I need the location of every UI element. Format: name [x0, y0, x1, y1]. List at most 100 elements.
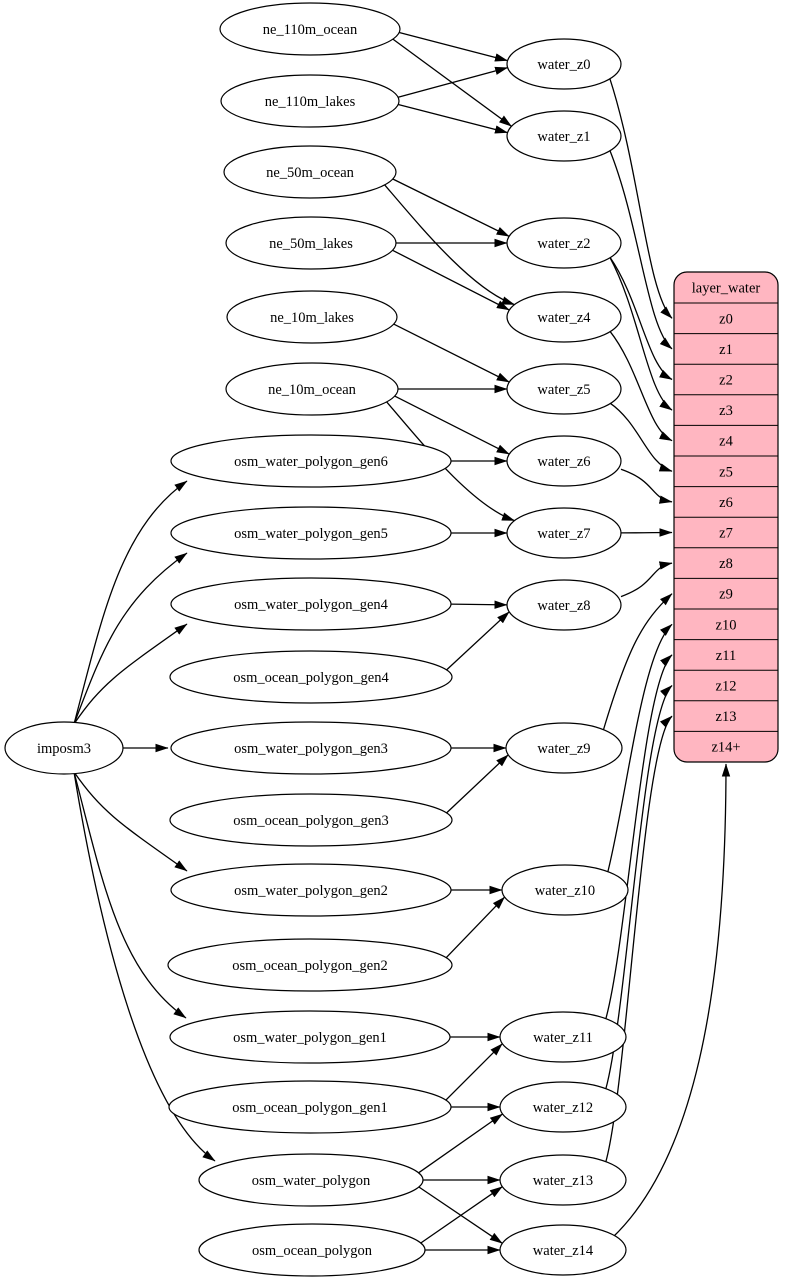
- edges: [73, 31, 731, 1255]
- node-shape-water-z11: [499, 1011, 627, 1063]
- edge-imposm3-to-osm-water-polygon-gen4: [73, 623, 188, 725]
- edge-water-z10-to-z10: [607, 623, 673, 873]
- edge-ne-110m-lakes-to-water-z0: [397, 66, 509, 98]
- record-header: layer_water: [692, 281, 761, 297]
- node-label-osm-ocean-polygon-gen2: osm_ocean_polygon_gen2: [232, 958, 387, 974]
- node-shape-water-z10: [501, 864, 629, 916]
- node-shape-osm-water-polygon-gen2: [170, 863, 452, 917]
- node-osm-ocean-polygon-gen3: osm_ocean_polygon_gen3: [169, 793, 453, 847]
- node-osm-water-polygon: osm_water_polygon: [198, 1153, 424, 1207]
- node-water-z0: water_z0: [506, 38, 622, 90]
- record-row-z12: z12: [716, 679, 737, 695]
- node-label-osm-ocean-polygon-gen1: osm_ocean_polygon_gen1: [232, 1100, 387, 1116]
- node-label-water-z2: water_z2: [537, 236, 590, 252]
- edge-ne-10m-ocean-to-water-z7: [386, 401, 515, 522]
- node-water-z10: water_z10: [501, 864, 629, 916]
- edge-imposm3-to-osm-water-polygon-gen6: [73, 480, 188, 725]
- node-label-osm-water-polygon-gen2: osm_water_polygon_gen2: [234, 883, 388, 899]
- node-label-water-z9: water_z9: [537, 741, 590, 757]
- node-shape-water-z2: [506, 217, 622, 269]
- edge-ne-110m-ocean-to-water-z0: [399, 31, 508, 62]
- node-shape-osm-water-polygon-gen5: [170, 506, 452, 560]
- node-ne-10m-lakes: ne_10m_lakes: [226, 290, 398, 344]
- node-water-z5: water_z5: [506, 363, 622, 415]
- edge-water-z4-to-z4: [609, 330, 673, 442]
- node-ne-50m-ocean: ne_50m_ocean: [223, 145, 397, 199]
- node-shape-water-z6: [506, 435, 622, 487]
- node-water-z13: water_z13: [499, 1154, 627, 1206]
- node-shape-osm-ocean-polygon-gen3: [169, 793, 453, 847]
- edge-water-z2-to-z3: [609, 256, 673, 411]
- node-label-water-z11: water_z11: [533, 1030, 593, 1046]
- node-water-z2: water_z2: [506, 217, 622, 269]
- edge-ne-110m-lakes-to-water-z1: [398, 103, 508, 134]
- node-shape-osm-water-polygon-gen6: [170, 434, 452, 488]
- node-shape-water-z0: [506, 38, 622, 90]
- node-label-water-z10: water_z10: [535, 883, 595, 899]
- node-water-z1: water_z1: [506, 110, 622, 162]
- node-shape-imposm3: [4, 721, 124, 775]
- edge-osm-water-polygon-gen4-to-water-z8: [450, 600, 508, 609]
- edge-osm-ocean-polygon-to-water-z13: [420, 1186, 503, 1244]
- node-osm-ocean-polygon-gen4: osm_ocean_polygon_gen4: [169, 650, 453, 704]
- edge-osm-ocean-polygon-gen3-to-water-z9: [446, 754, 509, 814]
- edge-water-z8-to-z8: [620, 561, 673, 598]
- node-label-imposm3: imposm3: [37, 741, 91, 757]
- record-row-z9: z9: [719, 587, 733, 603]
- record-row-z3: z3: [719, 403, 733, 419]
- node-label-osm-water-polygon: osm_water_polygon: [252, 1173, 371, 1189]
- node-label-osm-ocean-polygon-gen3: osm_ocean_polygon_gen3: [233, 813, 388, 829]
- edge-ne-50m-ocean-to-water-z4: [384, 184, 515, 306]
- node-water-z7: water_z7: [506, 507, 622, 559]
- node-label-water-z7: water_z7: [537, 526, 590, 542]
- node-shape-ne-110m-lakes: [220, 74, 400, 128]
- node-shape-osm-ocean-polygon-gen1: [168, 1080, 452, 1134]
- edge-water-z5-to-z5: [609, 402, 673, 472]
- node-water-z8: water_z8: [506, 579, 622, 631]
- node-label-osm-water-polygon-gen4: osm_water_polygon_gen4: [234, 597, 389, 613]
- node-label-ne-10m-lakes: ne_10m_lakes: [270, 310, 354, 326]
- node-label-ne-50m-ocean: ne_50m_ocean: [266, 165, 355, 181]
- node-label-osm-water-polygon-gen5: osm_water_polygon_gen5: [234, 526, 388, 542]
- record-layer-water: layer_water z0 z1 z2 z3 z4 z5 z6 z7 z8 z9 z10 z11 z12…: [673, 271, 779, 763]
- node-water-z12: water_z12: [499, 1081, 627, 1133]
- node-label-osm-ocean-polygon-gen4: osm_ocean_polygon_gen4: [233, 670, 389, 686]
- node-label-ne-50m-lakes: ne_50m_lakes: [269, 236, 353, 252]
- record-row-z0: z0: [719, 311, 733, 327]
- node-label-water-z0: water_z0: [537, 57, 590, 73]
- node-shape-water-z13: [499, 1154, 627, 1206]
- node-shape-ne-110m-ocean: [219, 2, 401, 56]
- node-ne-10m-ocean: ne_10m_ocean: [225, 362, 399, 416]
- node-label-osm-ocean-polygon: osm_ocean_polygon: [252, 1243, 373, 1259]
- node-shape-osm-ocean-polygon-gen4: [169, 650, 453, 704]
- node-osm-water-polygon-gen2: osm_water_polygon_gen2: [170, 863, 452, 917]
- node-imposm3: imposm3: [4, 721, 124, 775]
- node-osm-ocean-polygon: osm_ocean_polygon: [198, 1223, 426, 1277]
- node-shape-water-z14: [499, 1224, 627, 1276]
- node-label-water-z14: water_z14: [533, 1243, 594, 1259]
- node-ne-110m-lakes: ne_110m_lakes: [220, 74, 400, 128]
- node-water-z4: water_z4: [506, 291, 622, 343]
- node-osm-water-polygon-gen5: osm_water_polygon_gen5: [170, 506, 452, 560]
- node-label-osm-water-polygon-gen1: osm_water_polygon_gen1: [233, 1030, 387, 1046]
- node-shape-water-z7: [506, 507, 622, 559]
- edge-water-z2-to-z2: [609, 256, 673, 381]
- record-row-z14plus: z14+: [711, 740, 740, 756]
- edge-imposm3-to-osm-water-polygon-gen2: [73, 771, 188, 872]
- node-shape-ne-50m-ocean: [223, 145, 397, 199]
- record-row-z10: z10: [716, 617, 737, 633]
- node-shape-osm-water-polygon-gen3: [170, 721, 452, 775]
- edge-imposm3-to-osm-water-polygon-gen1: [73, 771, 187, 1019]
- node-water-z6: water_z6: [506, 435, 622, 487]
- edge-water-z1-to-z1: [608, 149, 673, 350]
- node-label-osm-water-polygon-gen6: osm_water_polygon_gen6: [234, 454, 388, 470]
- edge-water-z14-to-z14plus: [611, 763, 731, 1239]
- node-osm-ocean-polygon-gen2: osm_ocean_polygon_gen2: [167, 938, 453, 992]
- node-label-water-z4: water_z4: [537, 310, 591, 326]
- node-ne-110m-ocean: ne_110m_ocean: [219, 2, 401, 56]
- node-shape-ne-10m-ocean: [225, 362, 399, 416]
- node-osm-ocean-polygon-gen1: osm_ocean_polygon_gen1: [168, 1080, 452, 1134]
- node-label-osm-water-polygon-gen3: osm_water_polygon_gen3: [234, 741, 388, 757]
